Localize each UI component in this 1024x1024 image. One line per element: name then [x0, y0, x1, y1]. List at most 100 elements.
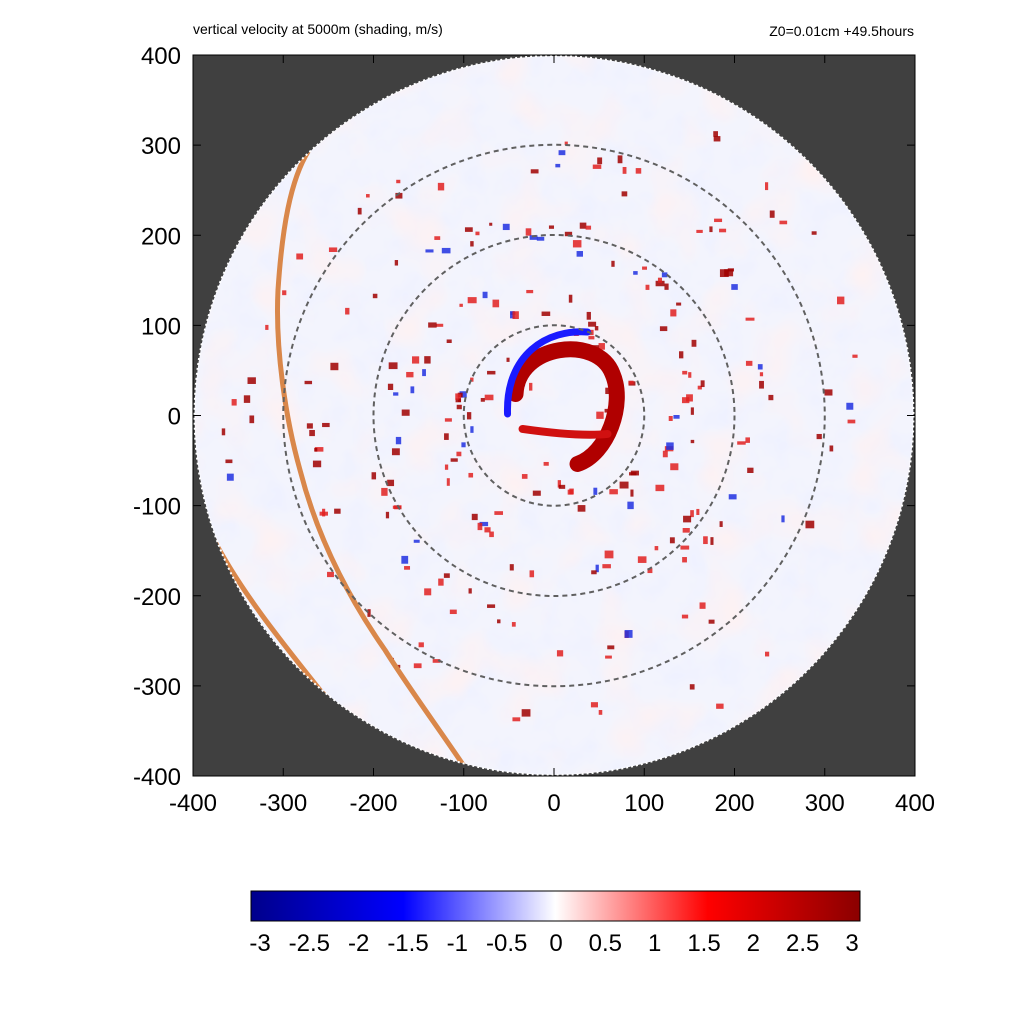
convective-cell — [594, 326, 599, 331]
convective-cell — [247, 377, 256, 384]
chart-subtitle: Z0=0.01cm +49.5hours — [769, 23, 914, 39]
colorbar-tick-label: -3 — [249, 930, 270, 957]
convective-cell — [510, 311, 515, 319]
convective-cell — [282, 290, 287, 296]
convective-cell — [487, 370, 496, 375]
convective-cell — [681, 397, 690, 404]
convective-cell — [688, 372, 692, 378]
convective-cell — [410, 386, 415, 394]
convective-cell — [461, 442, 466, 448]
convective-cell — [296, 253, 304, 260]
convective-cell — [691, 339, 697, 347]
field-texture-red — [194, 56, 914, 775]
convective-cell — [598, 710, 603, 715]
convective-cell — [529, 570, 535, 578]
convective-cell — [489, 222, 493, 226]
convective-cell — [635, 168, 642, 174]
convective-cell — [484, 527, 491, 533]
convective-cell — [479, 521, 489, 527]
convective-cell — [381, 487, 388, 496]
convective-cell — [471, 513, 478, 521]
convective-cell — [769, 210, 775, 218]
convective-cell — [642, 266, 648, 270]
convective-cell — [673, 414, 680, 419]
convective-cell — [412, 356, 420, 364]
convective-cell — [605, 655, 612, 659]
convective-cell — [588, 336, 595, 340]
convective-cell — [661, 272, 668, 278]
convective-cell — [391, 448, 400, 456]
convective-cell — [541, 311, 551, 316]
convective-cell — [506, 357, 510, 362]
convective-cell — [657, 277, 662, 283]
convective-cell — [487, 604, 496, 608]
convective-cell — [322, 508, 326, 517]
convective-cell — [459, 303, 463, 307]
coastline-west — [275, 148, 473, 775]
convective-cell — [697, 385, 702, 390]
convective-cell — [367, 609, 371, 617]
colorbar-tick-label: 3 — [845, 930, 858, 957]
convective-cell — [413, 539, 420, 543]
convective-cell — [556, 650, 564, 657]
x-tick-label: -300 — [259, 790, 307, 817]
convective-cell — [530, 169, 539, 174]
convective-cell — [548, 225, 555, 229]
convective-cell — [424, 588, 432, 596]
convective-cell — [466, 412, 472, 420]
convective-cell — [512, 717, 521, 722]
convective-cell — [432, 659, 441, 663]
convective-cell — [690, 510, 694, 518]
colorbar — [250, 890, 861, 922]
convective-cell — [484, 394, 494, 401]
convective-cell — [595, 564, 599, 573]
convective-cell — [309, 429, 315, 437]
x-tick-label: -400 — [169, 790, 217, 817]
convective-cell — [396, 179, 401, 184]
convective-cell — [536, 236, 545, 241]
convective-cell — [413, 663, 422, 669]
convective-cell — [406, 371, 414, 378]
convective-cell — [497, 619, 501, 624]
x-tick-label: 100 — [624, 790, 664, 817]
convective-cell — [312, 460, 322, 468]
convective-cell — [719, 521, 723, 527]
convective-cell — [521, 474, 528, 479]
convective-cell — [655, 484, 665, 492]
range-rings — [282, 143, 826, 688]
colorbar-tick-label: 0 — [549, 930, 562, 957]
convective-cell — [422, 369, 426, 377]
convective-cell — [592, 164, 602, 169]
convective-cell — [846, 402, 854, 410]
eyewall-inner-band — [518, 424, 612, 439]
convective-cell — [621, 191, 628, 197]
convective-cell — [470, 377, 474, 382]
convective-cell — [585, 225, 592, 230]
y-tick-label: 400 — [141, 43, 181, 70]
x-tick-label: 400 — [895, 790, 935, 817]
convective-cell — [627, 501, 634, 510]
convective-cell — [737, 441, 746, 445]
convective-cell — [816, 433, 822, 440]
convective-cell — [719, 228, 727, 233]
convective-cell — [467, 297, 477, 304]
convective-cell — [489, 531, 494, 538]
convective-cell — [682, 370, 688, 375]
convective-cell — [837, 296, 845, 305]
convective-cell — [441, 247, 451, 254]
convective-cell — [456, 404, 462, 410]
convective-cell — [401, 409, 410, 416]
convective-cell — [334, 508, 341, 514]
convective-cell — [385, 511, 390, 519]
convective-cell — [664, 283, 669, 290]
convective-cell — [568, 294, 573, 303]
convective-cell — [435, 323, 444, 327]
colorbar-tick-label: 1.5 — [687, 930, 720, 957]
convective-cell — [847, 419, 856, 424]
convective-cells — [221, 131, 858, 722]
convective-cell — [611, 260, 615, 267]
colorbar-tick-label: 2.5 — [786, 930, 819, 957]
convective-cell — [805, 520, 815, 529]
convective-cell — [716, 703, 724, 709]
y-tick-label: 0 — [168, 404, 181, 431]
